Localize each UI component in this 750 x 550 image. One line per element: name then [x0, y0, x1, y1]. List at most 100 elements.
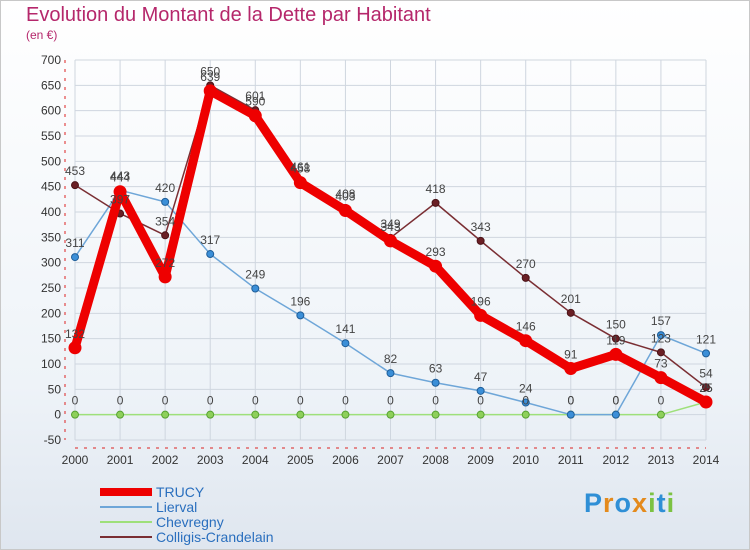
- logo-letter: r: [603, 488, 615, 518]
- data-label-chevregny: 0: [252, 394, 259, 408]
- logo-letter: o: [614, 488, 633, 518]
- data-point-trucy: [474, 308, 488, 322]
- legend-swatch-trucy: [100, 488, 152, 496]
- y-tick-label: 500: [41, 154, 61, 168]
- data-point-trucy: [338, 203, 352, 217]
- data-point-colligis-crandelain: [71, 181, 79, 190]
- data-label-lierval: 141: [335, 322, 355, 336]
- y-tick-label: -50: [44, 433, 62, 447]
- data-point-chevregny: [476, 410, 485, 419]
- data-label-trucy: 91: [564, 348, 578, 362]
- data-label-chevregny: 0: [613, 394, 620, 408]
- data-point-colligis-crandelain: [476, 236, 485, 245]
- data-label-colligis-crandelain: 354: [155, 214, 175, 228]
- x-tick-label: 2011: [558, 453, 584, 467]
- data-label-lierval: 0: [567, 394, 574, 408]
- y-tick-label: 300: [41, 256, 61, 270]
- data-point-lierval: [656, 331, 665, 340]
- logo-letter: P: [584, 488, 604, 518]
- chart-title: Evolution du Montant de la Dette par Hab…: [26, 4, 431, 26]
- data-point-lierval: [161, 197, 170, 206]
- data-point-colligis-crandelain: [611, 334, 620, 343]
- data-label-trucy: 25: [699, 381, 713, 395]
- data-label-chevregny: 0: [207, 394, 214, 408]
- data-label-trucy: 403: [335, 189, 355, 203]
- x-tick-label: 2007: [377, 453, 404, 467]
- data-label-trucy: 272: [155, 256, 175, 270]
- data-label-lierval: 249: [245, 268, 265, 282]
- data-point-colligis-crandelain: [702, 383, 710, 392]
- y-tick-label: 150: [41, 332, 61, 346]
- data-label-lierval: 317: [200, 233, 220, 247]
- data-point-lierval: [476, 386, 485, 395]
- x-tick-label: 2001: [107, 453, 134, 467]
- data-label-chevregny: 0: [342, 394, 349, 408]
- y-tick-label: 450: [41, 180, 61, 194]
- data-point-trucy: [519, 334, 533, 348]
- proxiti-logo: Proxiti: [584, 488, 675, 519]
- data-point-chevregny: [71, 410, 79, 419]
- data-label-chevregny: 25: [699, 381, 713, 395]
- data-label-colligis-crandelain: 343: [471, 220, 491, 234]
- y-tick-label: 200: [41, 306, 61, 320]
- data-point-trucy: [609, 347, 623, 361]
- x-tick-label: 2009: [467, 453, 494, 467]
- data-point-chevregny: [656, 410, 665, 419]
- data-label-chevregny: 0: [477, 394, 484, 408]
- data-point-colligis-crandelain: [431, 198, 440, 207]
- y-tick-label: 600: [41, 104, 61, 118]
- y-tick-label: 550: [41, 129, 61, 143]
- data-point-lierval: [341, 339, 350, 348]
- data-point-lierval: [71, 253, 79, 262]
- data-point-chevregny: [296, 410, 305, 419]
- data-label-trucy: 293: [426, 245, 446, 259]
- y-tick-label: 700: [41, 53, 61, 67]
- data-label-trucy: 119: [606, 333, 625, 347]
- data-point-lierval: [431, 378, 440, 387]
- data-label-chevregny: 0: [117, 394, 124, 408]
- data-point-trucy: [113, 185, 127, 199]
- data-label-trucy: 343: [380, 220, 400, 234]
- y-tick-label: 400: [41, 205, 61, 219]
- data-label-chevregny: 0: [432, 394, 439, 408]
- data-label-chevregny: 0: [162, 394, 169, 408]
- data-label-trucy: 444: [110, 171, 130, 185]
- data-point-chevregny: [251, 410, 260, 419]
- logo-letter: i: [648, 488, 657, 518]
- data-point-colligis-crandelain: [161, 231, 170, 240]
- data-label-lierval: 420: [155, 181, 175, 195]
- legend-swatch-lierval: [100, 506, 152, 508]
- data-label-chevregny: 0: [387, 394, 394, 408]
- data-label-colligis-crandelain: 150: [606, 318, 626, 332]
- data-label-colligis-crandelain: 201: [561, 292, 581, 306]
- data-label-trucy: 639: [200, 70, 220, 84]
- data-label-trucy: 196: [471, 294, 491, 308]
- x-tick-label: 2003: [197, 453, 224, 467]
- x-tick-label: 2004: [242, 453, 269, 467]
- data-label-lierval: 24: [519, 382, 533, 396]
- data-label-colligis-crandelain: 397: [110, 193, 130, 207]
- data-point-trucy: [699, 395, 713, 409]
- data-point-chevregny: [206, 410, 215, 419]
- data-point-lierval: [206, 250, 215, 259]
- data-point-trucy: [384, 234, 397, 248]
- data-point-trucy: [158, 270, 172, 284]
- legend-label-lierval: Lierval: [156, 499, 198, 515]
- logo-letter: t: [656, 488, 667, 518]
- data-label-lierval: 157: [651, 314, 671, 328]
- data-label-trucy: 146: [516, 320, 536, 334]
- y-tick-label: 650: [41, 78, 61, 92]
- data-label-colligis-crandelain: 123: [651, 331, 671, 345]
- data-point-chevregny: [341, 410, 350, 419]
- data-point-lierval: [251, 284, 260, 293]
- data-label-lierval: 311: [65, 236, 84, 250]
- data-label-colligis-crandelain: 418: [426, 182, 446, 196]
- data-point-lierval: [611, 410, 620, 419]
- legend-swatch-chevregny: [100, 521, 152, 523]
- data-label-chevregny: 0: [522, 394, 529, 408]
- data-point-chevregny: [161, 410, 170, 419]
- data-label-colligis-crandelain: 270: [516, 257, 536, 271]
- data-label-trucy: 590: [245, 95, 265, 109]
- data-label-trucy: 73: [654, 357, 668, 371]
- legend-label-colligis-crandelain: Colligis-Crandelain: [156, 529, 274, 545]
